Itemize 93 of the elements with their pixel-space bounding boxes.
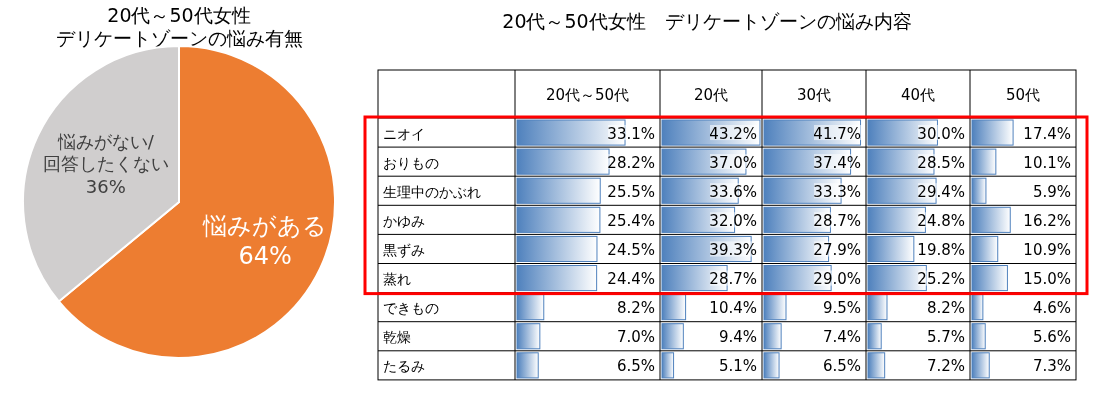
data-label: 17.4% — [1023, 124, 1071, 143]
bar — [516, 177, 601, 204]
data-label: 25.5% — [607, 182, 655, 201]
bar — [516, 265, 598, 292]
bar — [971, 323, 986, 350]
data-label: 7.2% — [926, 357, 965, 376]
data-label: 43.2% — [709, 124, 757, 143]
data-label: 32.0% — [709, 211, 757, 230]
data-label: 4.6% — [1032, 299, 1071, 318]
bar — [763, 323, 782, 350]
chart-title: 20代～50代 — [545, 86, 630, 104]
bar — [763, 352, 780, 379]
data-label: 25.4% — [607, 211, 655, 230]
data-label: 24.5% — [607, 240, 655, 259]
data-label: 39.3% — [709, 240, 757, 259]
data-label: 29.0% — [813, 270, 861, 289]
y-tick-label: 生理中のかぶれ — [383, 183, 481, 200]
data-label: 41.7% — [813, 124, 861, 143]
data-label: 28.2% — [607, 153, 655, 172]
data-label: 9.5% — [822, 299, 861, 318]
y-tick-label: 乾燥 — [383, 329, 411, 346]
bar — [971, 119, 1014, 146]
bar — [971, 294, 984, 321]
bar — [867, 323, 882, 350]
data-label: 28.7% — [709, 270, 757, 289]
bar — [971, 265, 1008, 292]
y-tick-label: たるみ — [383, 358, 425, 375]
bar — [661, 352, 675, 379]
data-label: 37.4% — [813, 153, 861, 172]
data-label: 15.0% — [1023, 270, 1071, 289]
data-label: 33.6% — [709, 182, 757, 201]
bar — [971, 148, 997, 175]
data-label: 8.2% — [926, 299, 965, 318]
data-label: 27.9% — [813, 240, 861, 259]
data-label: 33.1% — [607, 124, 655, 143]
data-label: 6.5% — [616, 357, 655, 376]
data-label: 9.4% — [718, 328, 757, 347]
data-label: 7.4% — [822, 328, 861, 347]
chart-title: 40代 — [900, 86, 936, 104]
data-label: 29.4% — [917, 182, 965, 201]
bar — [971, 177, 987, 204]
data-label: 30.0% — [917, 124, 965, 143]
chart-title: 20代 — [693, 86, 729, 104]
data-label: 16.2% — [1023, 211, 1071, 230]
data-label: 25.2% — [917, 270, 965, 289]
bar — [516, 235, 598, 262]
data-label: 24.4% — [607, 270, 655, 289]
data-label: 10.9% — [1023, 240, 1071, 259]
bar — [867, 352, 886, 379]
data-label: 33.3% — [813, 182, 861, 201]
bar — [516, 294, 545, 321]
y-tick-label: 黒ずみ — [383, 241, 425, 258]
data-label: 64% — [238, 241, 292, 270]
slice-label: 悩みがある — [202, 211, 328, 240]
y-tick-label: おりもの — [383, 154, 439, 171]
y-tick-label: 蒸れ — [383, 271, 411, 288]
data-label: 36% — [85, 175, 126, 197]
bar — [516, 206, 601, 233]
data-label: 5.6% — [1032, 328, 1071, 347]
data-label: 7.3% — [1032, 357, 1071, 376]
data-label: 5.1% — [718, 357, 757, 376]
data-label: 24.8% — [917, 211, 965, 230]
bar — [971, 235, 999, 262]
data-label: 6.5% — [822, 357, 861, 376]
data-label: 10.4% — [709, 299, 757, 318]
data-label: 37.0% — [709, 153, 757, 172]
data-label: 28.7% — [813, 211, 861, 230]
slice-label: 悩みがない/ 回答したくない — [42, 130, 169, 175]
bar — [763, 294, 787, 321]
bar — [516, 323, 541, 350]
data-label: 8.2% — [616, 299, 655, 318]
bar — [867, 235, 915, 262]
y-tick-label: かゆみ — [383, 212, 425, 229]
data-label: 7.0% — [616, 328, 655, 347]
bar — [516, 352, 539, 379]
data-label: 5.9% — [1032, 182, 1071, 201]
chart-title: 20代～50代女性 — [107, 4, 251, 26]
bar — [971, 206, 1011, 233]
bar — [661, 294, 687, 321]
bar — [867, 294, 888, 321]
data-label: 19.8% — [917, 240, 965, 259]
bar — [661, 323, 684, 350]
data-label: 10.1% — [1023, 153, 1071, 172]
y-tick-label: ニオイ — [383, 125, 425, 142]
y-tick-label: できもの — [383, 300, 439, 317]
bar — [971, 352, 990, 379]
chart-title: 30代 — [796, 86, 832, 104]
chart-title: 50代 — [1005, 86, 1041, 104]
chart-subtitle: デリケートゾーンの悩み有無 — [55, 27, 303, 49]
bar — [516, 148, 610, 175]
data-label: 28.5% — [917, 153, 965, 172]
text: 20代～50代女性 デリケートゾーンの悩み内容 — [502, 10, 912, 32]
data-label: 5.7% — [926, 328, 965, 347]
